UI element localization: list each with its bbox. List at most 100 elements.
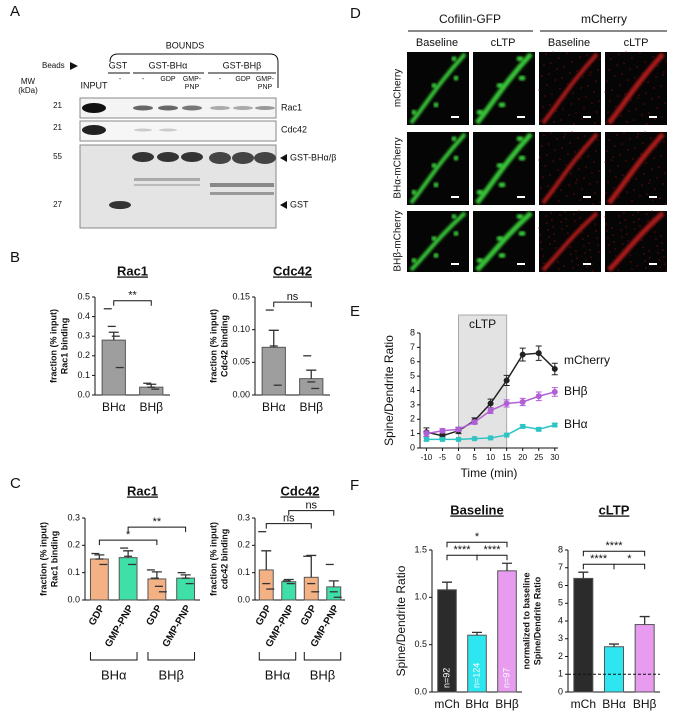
speckle — [660, 155, 662, 157]
significance-label: **** — [483, 544, 501, 556]
speckle — [552, 160, 554, 162]
mw-marker: 21 — [53, 101, 62, 110]
speckle — [575, 112, 577, 114]
panel-label: A — [10, 3, 20, 20]
speckle — [654, 188, 656, 190]
speckle — [638, 94, 640, 96]
speckle — [633, 221, 635, 223]
speckle — [624, 93, 626, 95]
speckle — [557, 99, 559, 101]
speckle — [539, 120, 541, 122]
speckle — [558, 57, 560, 59]
speckle — [632, 214, 634, 216]
band — [209, 152, 231, 164]
speckle — [548, 236, 550, 238]
speckle — [626, 121, 628, 123]
speckle — [562, 178, 564, 180]
speckle — [593, 216, 595, 218]
bar — [326, 586, 342, 601]
speckle — [640, 153, 642, 155]
y-tick-label: 0.0 — [237, 594, 250, 604]
speckle — [546, 84, 548, 86]
speckle — [651, 98, 653, 100]
speckle — [574, 220, 576, 222]
speckle — [576, 179, 578, 181]
x-tick-label: mCh — [434, 697, 459, 711]
speckle — [599, 58, 601, 60]
speckle — [596, 111, 598, 113]
y-axis-label: Spine/Dendrite Ratio — [532, 576, 542, 665]
speckle — [645, 267, 647, 269]
speckle — [625, 226, 627, 228]
speckle — [619, 84, 621, 86]
band — [82, 125, 106, 135]
speckle — [568, 184, 570, 186]
speckle — [657, 135, 659, 137]
band-label: Rac1 — [281, 102, 302, 112]
speckle — [607, 181, 609, 183]
speckle — [586, 54, 588, 56]
speckle — [665, 270, 667, 272]
y-tick-label: 0.0 — [414, 686, 427, 696]
speckle — [633, 119, 635, 121]
speckle — [572, 162, 574, 164]
error-bar — [639, 615, 650, 625]
error-bar — [442, 581, 452, 590]
chart-title: Cdc42 — [280, 483, 319, 498]
dendrite — [607, 211, 665, 272]
speckle — [598, 251, 600, 253]
speckle — [635, 178, 637, 180]
speckle — [609, 170, 611, 172]
speckle — [658, 166, 660, 168]
lane-label: - — [218, 76, 222, 83]
speckle — [564, 211, 566, 213]
speckle — [578, 168, 580, 170]
spine — [476, 109, 484, 115]
dendrite — [541, 211, 599, 272]
speckle — [648, 250, 650, 252]
spine — [433, 102, 439, 108]
speckle — [639, 195, 641, 197]
dendrite — [409, 52, 467, 125]
y-tick-label: 0.4 — [77, 311, 90, 321]
error-bar — [268, 329, 279, 348]
y-tick-label: 3 — [410, 399, 415, 409]
bar — [258, 569, 274, 601]
y-axis-label: Spine/Dendrite Ratio — [394, 565, 408, 676]
speckle — [559, 88, 561, 90]
speckle — [604, 216, 606, 218]
speckle — [569, 142, 571, 144]
speckle — [659, 266, 661, 268]
speckle — [607, 111, 609, 113]
speckle — [630, 169, 632, 171]
speckle — [556, 254, 558, 256]
speckle — [542, 255, 544, 257]
speckle — [623, 62, 625, 64]
speckle — [561, 228, 563, 230]
speckle — [572, 267, 574, 269]
speckle — [591, 263, 593, 265]
mw-marker: 21 — [53, 123, 62, 132]
speckle — [571, 131, 573, 133]
speckle — [619, 154, 621, 156]
micrograph — [473, 211, 535, 272]
x-tick-label: 25 — [534, 453, 543, 462]
spine — [411, 109, 417, 115]
panel-label: F — [350, 477, 359, 494]
speckle — [589, 74, 591, 76]
speckle — [549, 104, 551, 106]
y-axis-label: normalized to baseline — [521, 572, 531, 669]
speckle — [551, 93, 553, 95]
spine — [518, 231, 526, 236]
speckle — [551, 219, 553, 221]
row-label: mCherry — [393, 69, 404, 107]
significance-bracket — [265, 523, 312, 529]
marker — [535, 393, 542, 400]
y-tick-label: 1 — [558, 669, 563, 679]
speckle — [664, 172, 666, 174]
speckle — [629, 68, 631, 70]
speckle — [581, 118, 583, 120]
speckle — [649, 70, 651, 72]
